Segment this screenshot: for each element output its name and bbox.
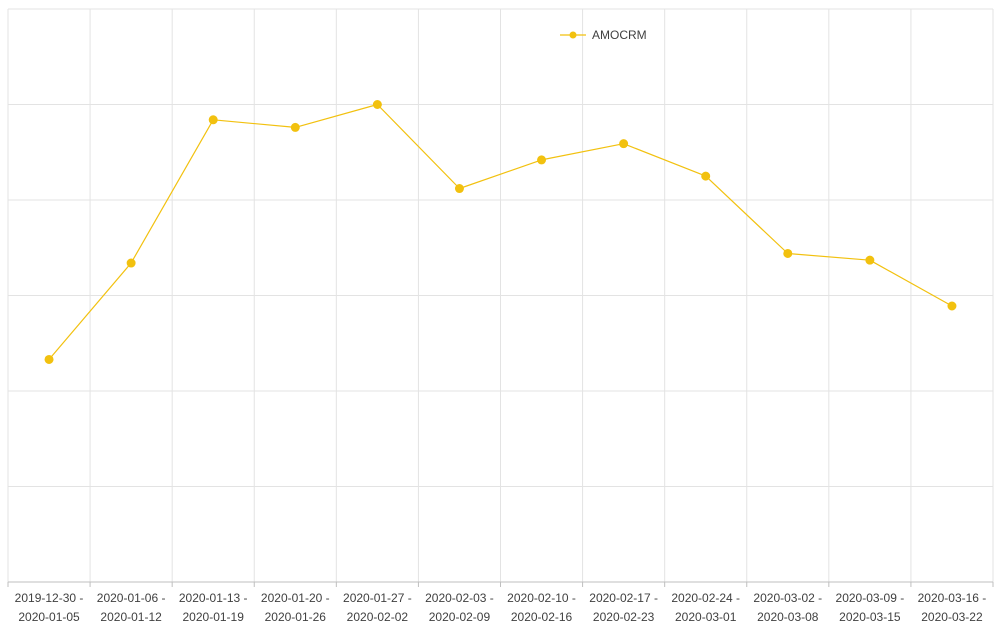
data-point bbox=[701, 171, 711, 181]
data-point bbox=[126, 258, 136, 268]
grid-lines bbox=[7, 8, 994, 587]
x-tick-label: 2020-02-10 -2020-02-16 bbox=[507, 591, 576, 624]
x-tick-label: 2019-12-30 -2020-01-05 bbox=[15, 591, 84, 624]
legend-point-marker bbox=[569, 31, 577, 39]
data-point bbox=[619, 139, 629, 149]
x-tick-label: 2020-02-17 -2020-02-23 bbox=[589, 591, 658, 624]
data-point bbox=[947, 301, 957, 311]
series-amocrm bbox=[44, 100, 957, 364]
x-tick-label: 2020-01-27 -2020-02-02 bbox=[343, 591, 412, 624]
data-point bbox=[865, 255, 875, 265]
legend-entry-amocrm: AMOCRM bbox=[592, 28, 647, 42]
data-point bbox=[454, 184, 464, 194]
x-tick-label: 2020-03-02 -2020-03-08 bbox=[753, 591, 822, 624]
x-tick-label: 2020-01-06 -2020-01-12 bbox=[97, 591, 166, 624]
x-tick-label: 2020-03-16 -2020-03-22 bbox=[918, 591, 987, 624]
x-tick-label: 2020-01-13 -2020-01-19 bbox=[179, 591, 248, 624]
data-point bbox=[208, 115, 218, 125]
data-point bbox=[372, 100, 382, 109]
data-point bbox=[537, 155, 547, 165]
x-tick-label: 2020-03-09 -2020-03-15 bbox=[836, 591, 905, 624]
data-point bbox=[783, 248, 793, 258]
legend: AMOCRM bbox=[560, 28, 647, 42]
series-line bbox=[48, 103, 953, 360]
x-tick-label: 2020-02-03 -2020-02-09 bbox=[425, 591, 494, 624]
x-axis-labels: 2019-12-30 -2020-01-05 2020-01-06 -2020-0… bbox=[15, 591, 987, 624]
data-point bbox=[44, 354, 54, 364]
data-point bbox=[290, 122, 300, 132]
x-tick-label: 2020-01-20 -2020-01-26 bbox=[261, 591, 330, 624]
x-tick-label: 2020-02-24 -2020-03-01 bbox=[671, 591, 740, 624]
